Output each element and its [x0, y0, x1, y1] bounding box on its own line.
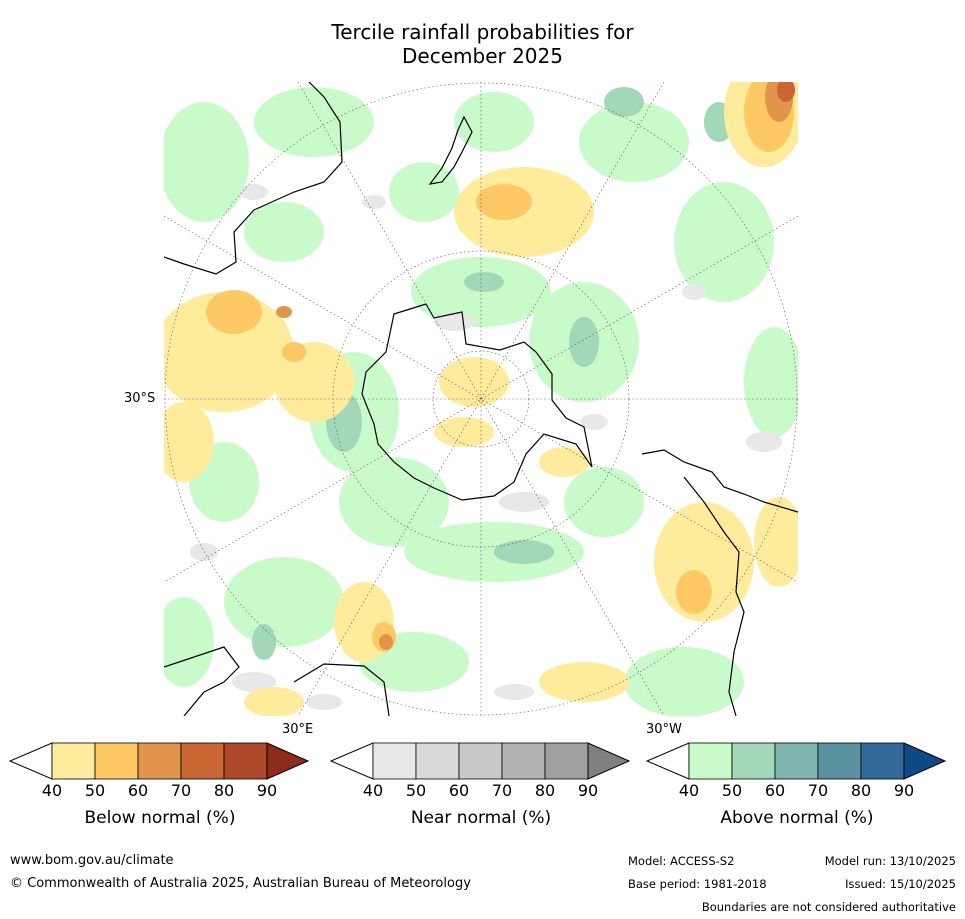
colorbar-near-normal-title: Near normal (%): [410, 808, 552, 828]
above-normal-strong-patches: [252, 87, 734, 660]
colorbar-below-normal-ticks: 40 50 60 70 80 90: [10, 779, 310, 801]
colorbar-segment: [51, 742, 96, 780]
colorbar-tick-label: 40: [362, 781, 384, 800]
colorbar-above-normal-ticks: 40 50 60 70 80 90: [647, 779, 947, 801]
colorbar-segment: [415, 742, 460, 780]
footer-website: www.bom.gov.au/climate: [10, 853, 174, 868]
colorbar-tick-label: 60: [127, 781, 149, 800]
south-america-coast: [641, 449, 798, 716]
colorbar-below-normal: 40 50 60 70 80 90: [8, 742, 310, 801]
colorbar-above-normal-title: Above normal (%): [720, 808, 874, 828]
colorbar-low-triangle: [329, 742, 374, 780]
colorbar-near-normal-ticks: 40 50 60 70 80 90: [331, 779, 631, 801]
colorbar-tick-label: 50: [405, 781, 427, 800]
colorbar-segment: [94, 742, 139, 780]
footer-model-run: Model run: 13/10/2025: [824, 854, 956, 868]
colorbar-segment: [817, 742, 862, 780]
colorbar-segment: [372, 742, 417, 780]
near-normal-patches: [190, 184, 782, 710]
colorbar-near-normal: 40 50 60 70 80 90: [329, 742, 631, 801]
colorbar-near-normal-bar: [329, 742, 631, 780]
colorbar-low-triangle: [8, 742, 53, 780]
africa-coast: [164, 646, 390, 716]
colorbar-below-normal-title: Below normal (%): [84, 808, 236, 828]
footer-base-period: Base period: 1981-2018: [628, 877, 767, 891]
colorbar-segment: [544, 742, 589, 780]
colorbar-high-triangle: [266, 742, 310, 780]
below-normal-strongest-patches: [777, 82, 795, 102]
footer-model: Model: ACCESS-S2: [628, 854, 735, 868]
title-line-2: December 2025: [402, 44, 563, 68]
colorbar-segment: [731, 742, 776, 780]
colorbar-tick-label: 90: [577, 781, 599, 800]
new-zealand-coast: [428, 115, 473, 185]
latitude-label-30s: 30°S: [124, 391, 156, 406]
map-canvas: [164, 82, 798, 716]
polar-map: [164, 82, 798, 716]
colorbar-tick-label: 50: [84, 781, 106, 800]
footer-boundaries-note: Boundaries are not considered authoritat…: [701, 900, 956, 914]
colorbar-segment: [688, 742, 733, 780]
colorbar-tick-label: 80: [534, 781, 556, 800]
footer-issued: Issued: 15/10/2025: [845, 877, 956, 891]
longitude-label-30w: 30°W: [646, 722, 682, 737]
colorbar-segment: [223, 742, 268, 780]
colorbar-low-triangle: [645, 742, 690, 780]
footer-copyright: © Commonwealth of Australia 2025, Austra…: [10, 876, 471, 891]
title-line-1: Tercile rainfall probabilities for: [331, 20, 634, 44]
colorbar-above-normal: 40 50 60 70 80 90: [645, 742, 947, 801]
colorbar-tick-label: 80: [850, 781, 872, 800]
colorbar-tick-label: 40: [41, 781, 63, 800]
graticule: [164, 82, 798, 716]
map-title: Tercile rainfall probabilities for Decem…: [0, 20, 965, 68]
colorbar-tick-label: 60: [448, 781, 470, 800]
colorbar-tick-label: 80: [213, 781, 235, 800]
colorbar-segment: [860, 742, 905, 780]
colorbar-segment: [180, 742, 225, 780]
colorbar-segment: [458, 742, 503, 780]
colorbar-tick-label: 90: [256, 781, 278, 800]
colorbar-below-normal-bar: [8, 742, 310, 780]
colorbar-tick-label: 70: [170, 781, 192, 800]
colorbar-tick-label: 40: [678, 781, 700, 800]
colorbar-tick-label: 90: [893, 781, 915, 800]
colorbar-above-normal-bar: [645, 742, 947, 780]
colorbar-tick-label: 50: [721, 781, 743, 800]
antarctica-coast: [361, 303, 593, 501]
colorbar-high-triangle: [587, 742, 631, 780]
colorbar-segment: [137, 742, 182, 780]
colorbar-segment: [501, 742, 546, 780]
coastlines: [164, 82, 798, 716]
colorbar-tick-label: 70: [807, 781, 829, 800]
australia-coast: [164, 82, 343, 275]
longitude-label-30e: 30°E: [282, 722, 314, 737]
colorbar-high-triangle: [903, 742, 947, 780]
colorbar-tick-label: 60: [764, 781, 786, 800]
colorbar-segment: [774, 742, 819, 780]
colorbar-tick-label: 70: [491, 781, 513, 800]
